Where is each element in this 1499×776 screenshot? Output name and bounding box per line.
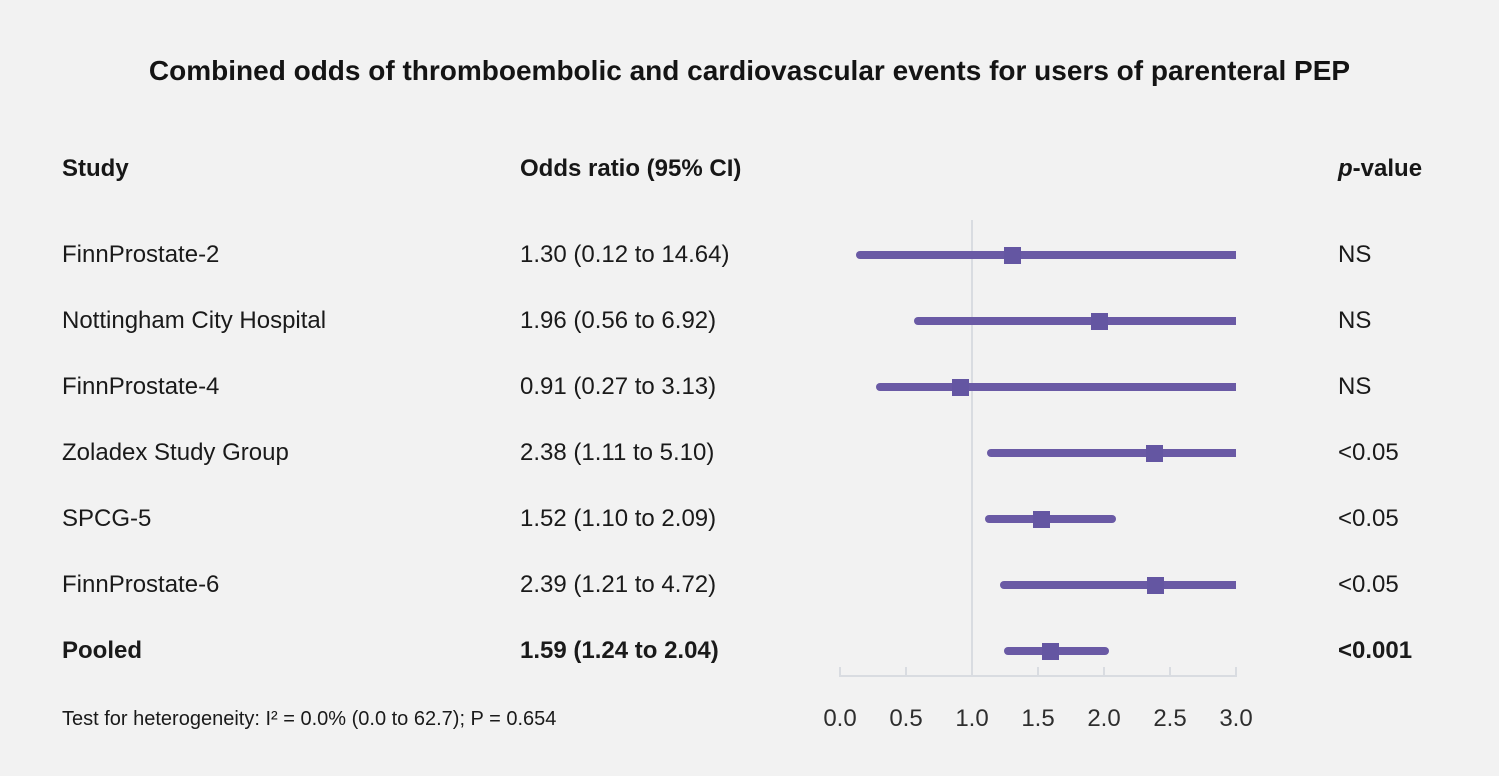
odds-ratio-value-pooled: 1.59 (1.24 to 2.04) (520, 637, 719, 664)
column-header-odds-ratio: Odds ratio (95% CI) (520, 155, 742, 182)
x-tick-label: 0.5 (889, 705, 923, 732)
column-header-p-value: p-value (1338, 154, 1422, 184)
odds-ratio-value: 0.91 (0.27 to 3.13) (520, 373, 717, 400)
heterogeneity-note: Test for heterogeneity: I² = 0.0% (0.0 t… (62, 708, 557, 730)
p-value-header-rest: -value (1352, 155, 1423, 182)
odds-ratio-value: 2.38 (1.11 to 5.10) (520, 439, 715, 466)
p-value: NS (1338, 241, 1372, 268)
odds-ratio-value: 1.52 (1.10 to 2.09) (520, 505, 717, 532)
ci-line (875, 383, 1236, 391)
p-value-header-italic-p: p (1338, 155, 1353, 182)
ci-line (855, 251, 1236, 259)
x-axis-tick (971, 667, 973, 675)
ci-line (986, 449, 1236, 457)
or-marker (1147, 577, 1165, 594)
study-label: SPCG-5 (62, 505, 152, 532)
or-marker (952, 379, 970, 396)
x-axis-line (839, 675, 1237, 677)
or-marker (1146, 445, 1164, 462)
or-marker (1090, 313, 1108, 330)
study-label: FinnProstate-2 (62, 241, 220, 268)
or-marker (1032, 511, 1050, 528)
p-value: <0.05 (1338, 571, 1399, 598)
odds-ratio-value: 2.39 (1.21 to 4.72) (520, 571, 717, 598)
odds-ratio-value: 1.96 (0.56 to 6.92) (520, 307, 717, 334)
column-header-study: Study (62, 155, 129, 182)
x-tick-label: 2.5 (1153, 705, 1187, 732)
x-tick-label: 0.0 (823, 705, 857, 732)
x-axis-tick (839, 667, 841, 675)
p-value: <0.05 (1338, 505, 1399, 532)
study-label-pooled: Pooled (62, 637, 143, 664)
study-label: Zoladex Study Group (62, 439, 289, 466)
x-tick-label: 3.0 (1219, 705, 1253, 732)
x-tick-label: 1.5 (1021, 705, 1055, 732)
x-tick-label: 2.0 (1087, 705, 1121, 732)
odds-ratio-value: 1.30 (0.12 to 14.64) (520, 241, 730, 268)
ci-line (999, 581, 1236, 589)
x-axis-tick (1169, 667, 1171, 675)
ci-line (913, 317, 1236, 325)
x-axis-tick (1103, 667, 1105, 675)
reference-line (971, 220, 973, 675)
p-value: NS (1338, 307, 1372, 334)
study-label: FinnProstate-6 (62, 571, 220, 598)
or-marker (1041, 643, 1059, 660)
chart-title: Combined odds of thromboembolic and card… (148, 55, 1351, 86)
or-marker (1003, 247, 1021, 264)
p-value: NS (1338, 373, 1372, 400)
x-axis-tick (1037, 667, 1039, 675)
p-value-pooled: <0.001 (1338, 637, 1413, 664)
x-tick-label: 1.0 (955, 705, 989, 732)
ci-line (985, 515, 1116, 523)
study-label: Nottingham City Hospital (62, 307, 327, 334)
study-label: FinnProstate-4 (62, 373, 220, 400)
p-value: <0.05 (1338, 439, 1399, 466)
x-axis-tick (1235, 667, 1237, 675)
x-axis-tick (905, 667, 907, 675)
